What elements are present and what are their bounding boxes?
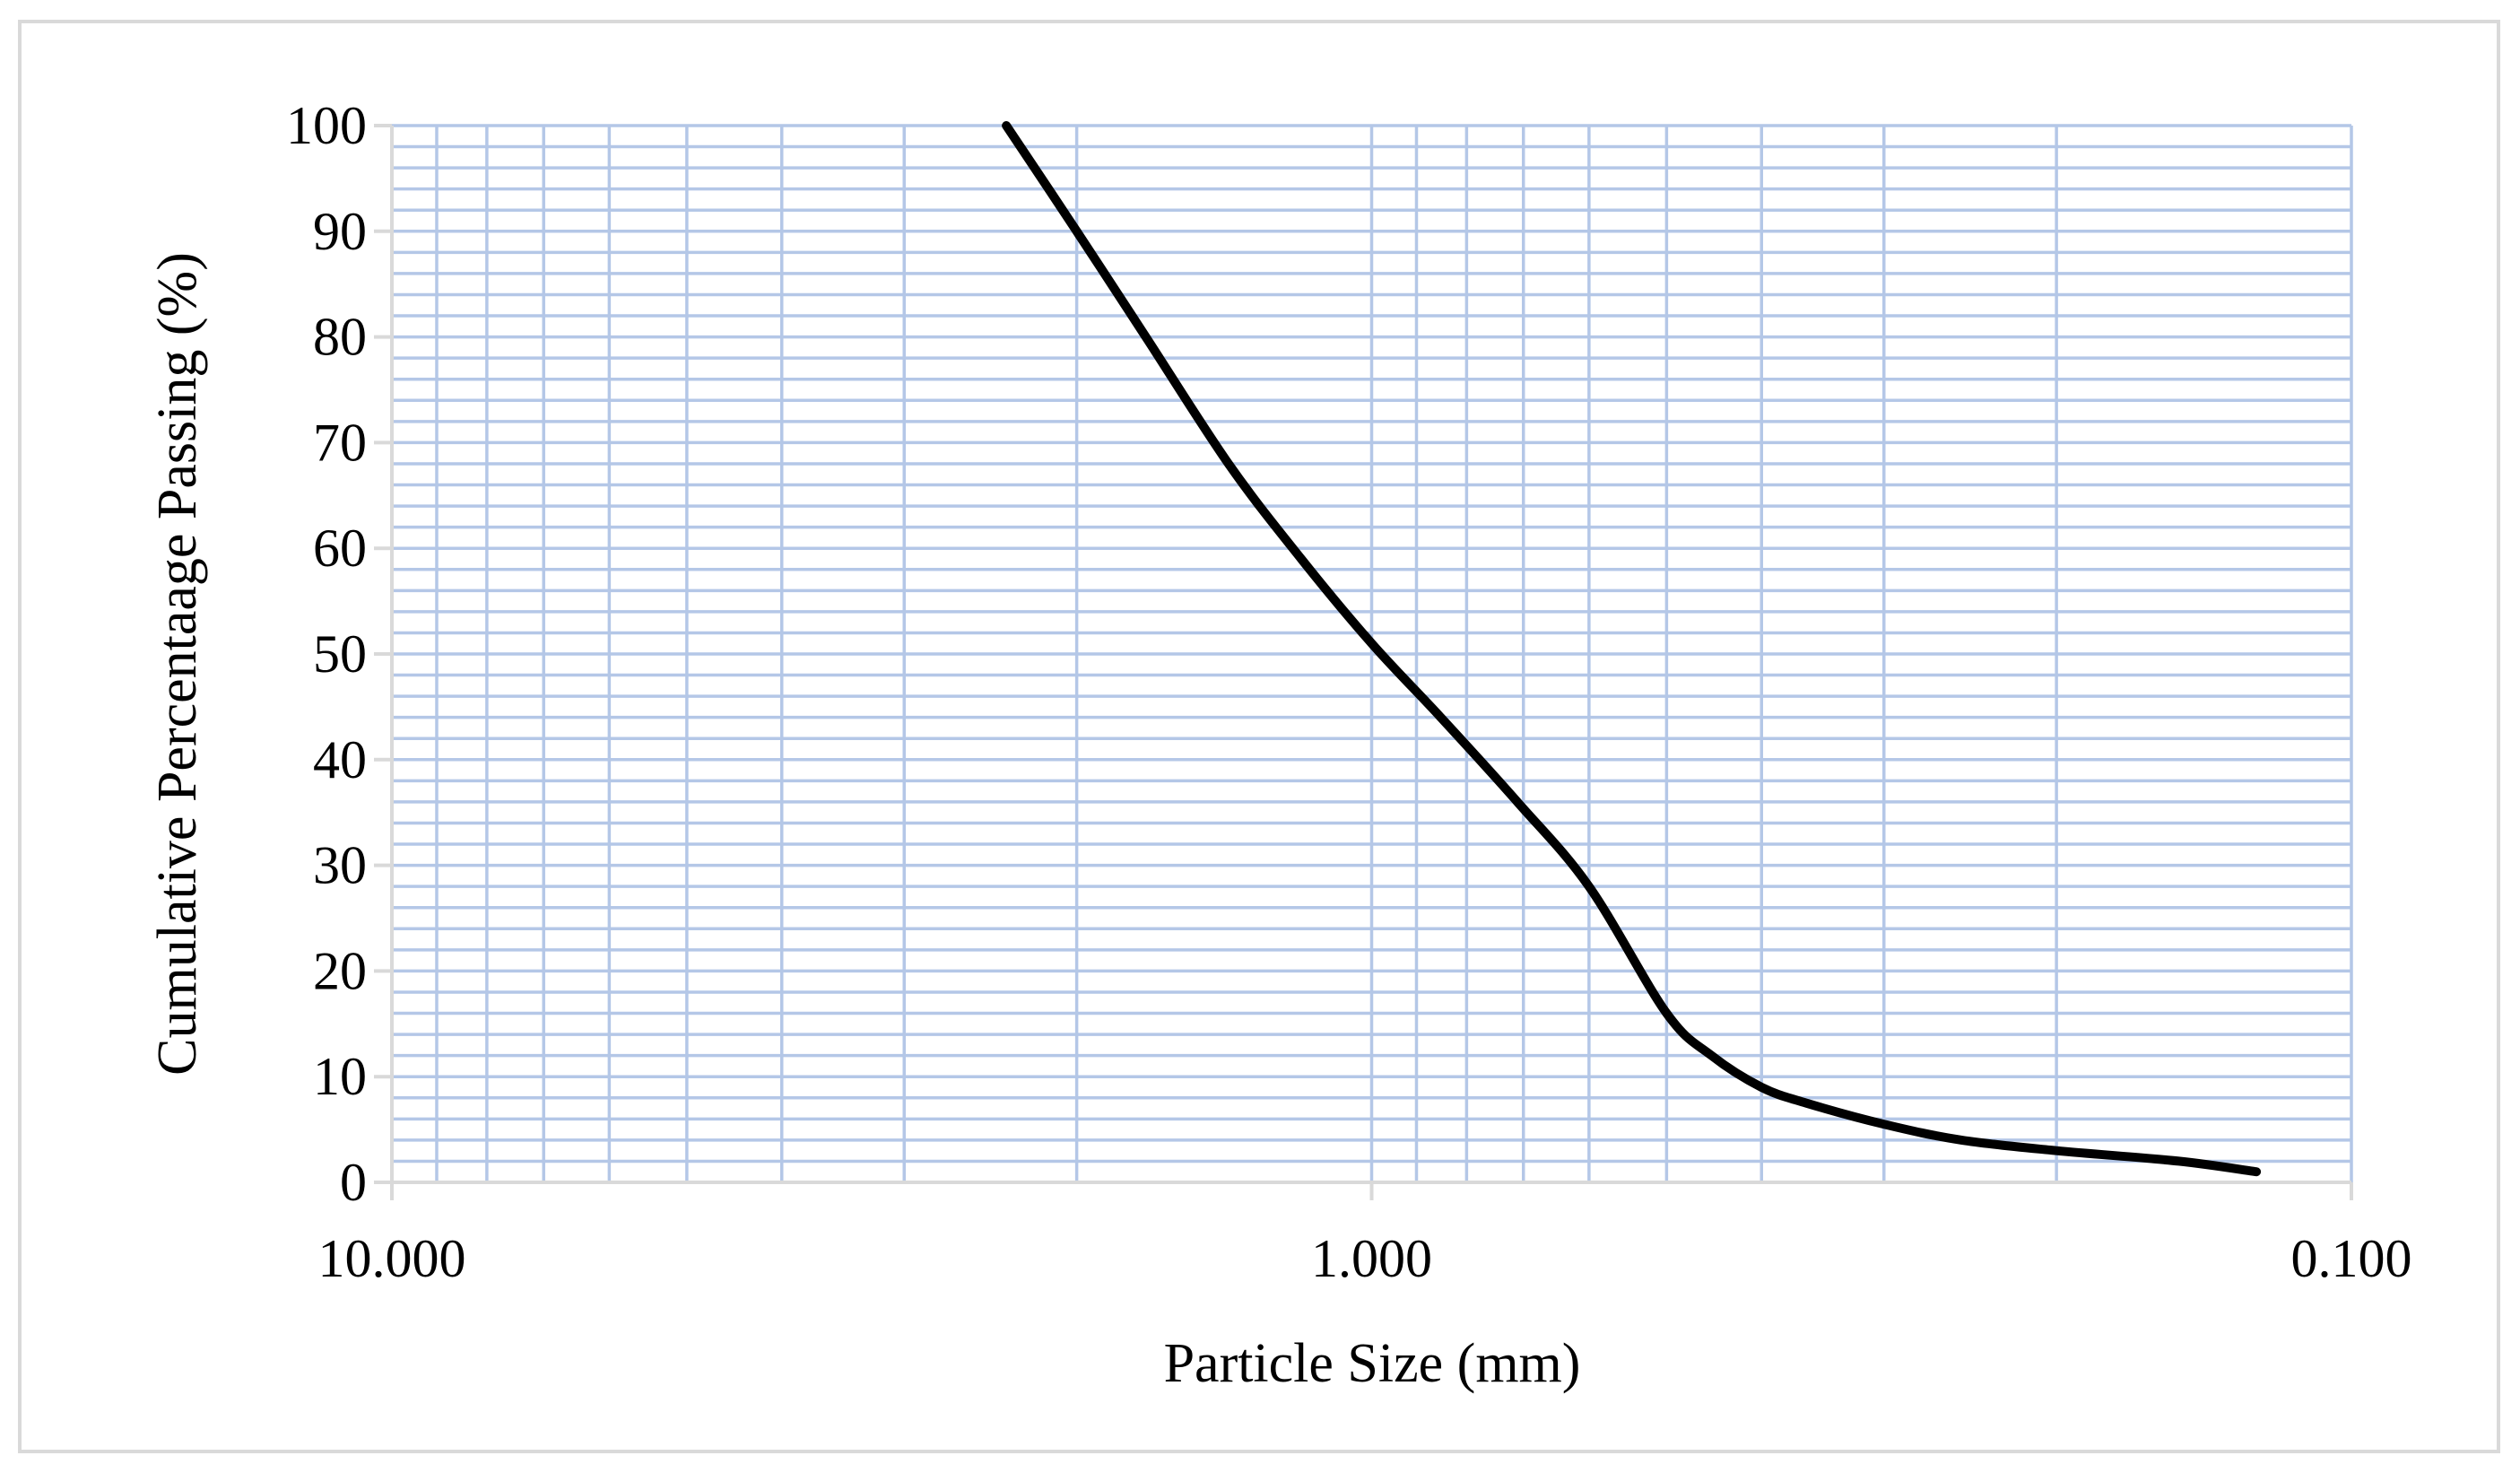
y-tick-label: 40 bbox=[313, 730, 367, 789]
y-tick-label: 80 bbox=[313, 308, 367, 367]
axes bbox=[374, 124, 2353, 1200]
grid-lines bbox=[390, 124, 2353, 1184]
data-series bbox=[1002, 121, 2262, 1177]
x-tick-label: 1.000 bbox=[1311, 1229, 1432, 1288]
y-tick-label: 70 bbox=[313, 413, 367, 472]
y-tick-label: 0 bbox=[340, 1153, 367, 1212]
y-tick-label: 50 bbox=[313, 624, 367, 684]
x-tick-label: 10.000 bbox=[318, 1229, 466, 1288]
x-tick-label: 0.100 bbox=[2291, 1229, 2412, 1288]
y-tick-label: 30 bbox=[313, 836, 367, 895]
chart-frame bbox=[18, 20, 2500, 1453]
y-tick-label: 20 bbox=[313, 941, 367, 1000]
y-axis-title: Cumulative Percentaage Passing (%) bbox=[147, 252, 208, 1076]
y-tick-label: 90 bbox=[313, 202, 367, 261]
y-tick-label: 10 bbox=[313, 1047, 367, 1106]
x-axis-title: Particle Size (mm) bbox=[1164, 1333, 1581, 1394]
y-tick-label: 100 bbox=[286, 96, 367, 155]
tick-labels: 0 10 20 30 40 50 60 70 80 90 100 10.000 1.000 0.100 bbox=[286, 96, 2412, 1288]
y-tick-label: 60 bbox=[313, 519, 367, 578]
grading-curve-line bbox=[1002, 121, 2262, 1177]
